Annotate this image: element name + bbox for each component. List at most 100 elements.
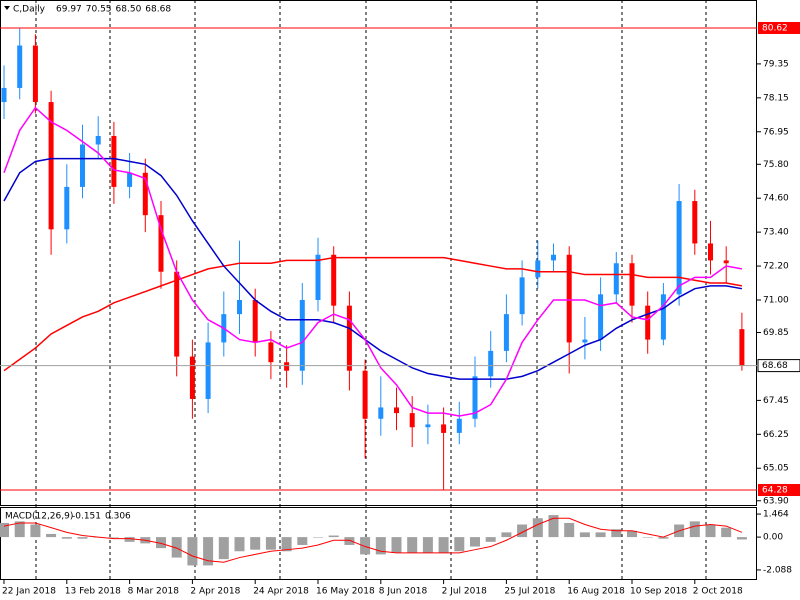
macd-bar: [705, 524, 716, 538]
y-tick-label: 78.15: [763, 93, 789, 103]
candle-body: [111, 136, 117, 187]
candle-body: [692, 201, 698, 244]
candle-body: [237, 300, 242, 315]
x-tick-label: 16 Aug 2018: [567, 587, 625, 597]
candle-body: [456, 418, 462, 433]
candle-body: [598, 294, 604, 340]
y-tick-label: 65.05: [763, 464, 789, 474]
macd-title: MACD(12,26,9): [5, 512, 73, 522]
y-tick-label: 75.80: [763, 160, 789, 170]
macd-bar: [46, 533, 57, 538]
moving-average: [3, 106, 743, 417]
macd-bar: [218, 537, 229, 560]
candle-body: [582, 339, 588, 343]
macd-bar: [611, 529, 622, 538]
x-tick-label: 2 Oct 2018: [693, 587, 743, 597]
candle-body: [503, 314, 509, 351]
macd-bar: [14, 521, 25, 538]
macd-bar: [595, 532, 606, 538]
macd-bar: [344, 537, 355, 545]
macd-bar: [658, 537, 669, 539]
macd-bar: [281, 537, 292, 552]
candle-body: [95, 136, 101, 145]
y-tick-label: 67.45: [763, 396, 789, 406]
candle-body: [142, 172, 148, 216]
macd-bar: [171, 537, 182, 558]
macd-signal-line: [3, 517, 743, 563]
candle-body: [346, 305, 352, 371]
candle-body: [362, 370, 368, 419]
macd-bar: [564, 522, 575, 538]
y-tick-label: 79.35: [763, 59, 789, 69]
candle-body: [629, 263, 635, 306]
macd-bar: [532, 518, 543, 538]
candle-body: [32, 45, 38, 103]
current-price-label: 68.68: [762, 361, 788, 371]
candle-body: [472, 376, 478, 419]
x-tick-label: 2 Apr 2018: [190, 587, 240, 597]
macd-bar: [265, 537, 276, 550]
x-tick-label: 24 Apr 2018: [253, 587, 309, 597]
main-pane-border: [0, 0, 757, 506]
level-label: 80.62: [762, 23, 788, 33]
y-tick-label: 63.90: [763, 496, 789, 506]
moving-average: [3, 157, 743, 380]
macd-bar: [422, 537, 433, 553]
macd-bar: [61, 537, 72, 539]
macd-bar: [736, 537, 747, 540]
candle-body: [284, 362, 290, 371]
x-tick-label: 16 May 2018: [316, 587, 375, 597]
macd-bar: [156, 537, 166, 549]
candle-body: [331, 254, 337, 306]
y-tick-label: 73.40: [763, 228, 789, 238]
macd-bar: [454, 537, 465, 552]
macd-bar: [485, 537, 496, 542]
candle-body: [315, 254, 321, 301]
macd-bar: [391, 537, 402, 553]
header-value: 70.55: [86, 5, 112, 15]
x-tick-label: 2 Jul 2018: [442, 587, 487, 597]
level-label: 64.28: [762, 486, 788, 496]
candle-body: [205, 342, 211, 399]
y-tick-label: 74.60: [763, 194, 789, 204]
menu-triangle[interactable]: [4, 6, 10, 10]
y-tick-label: 76.95: [763, 127, 789, 137]
y-tick-label: 71.00: [763, 296, 789, 306]
y-tick-label: -2.088: [763, 565, 792, 575]
candle-body: [394, 407, 399, 414]
macd-bar: [313, 537, 323, 538]
x-tick-label: 10 Sep 2018: [630, 587, 687, 597]
macd-bar: [548, 515, 559, 538]
y-tick-label: 72.20: [763, 262, 789, 272]
candle-body: [409, 413, 415, 428]
macd-bar: [77, 537, 88, 539]
macd-bar: [689, 521, 700, 538]
macd-bar: [642, 537, 653, 538]
y-tick-label: 0.00: [763, 533, 783, 543]
header-value: 68.68: [145, 5, 171, 15]
macd-bar: [517, 524, 528, 538]
macd-bar: [721, 527, 732, 538]
macd-bar: [438, 537, 449, 553]
candle-body: [676, 201, 682, 295]
x-tick-label: 8 Mar 2018: [128, 587, 180, 597]
candle-body: [64, 186, 70, 230]
macd-bar: [470, 537, 480, 547]
macd-bar: [627, 530, 637, 538]
macd-bar: [407, 537, 418, 553]
candle-body: [441, 424, 447, 433]
candle-body: [660, 294, 666, 340]
macd-bar: [0, 522, 9, 538]
candle-body: [425, 424, 431, 428]
y-tick-label: 69.85: [763, 328, 789, 338]
macd-signal-value: 0.306: [105, 512, 131, 522]
y-tick-label: 66.25: [763, 430, 789, 440]
candle-body: [189, 356, 195, 399]
macd-pane-border: [0, 507, 757, 580]
macd-bar: [203, 537, 214, 566]
candle-body: [739, 329, 745, 366]
candle-body: [1, 87, 7, 103]
current-price-box: [757, 359, 800, 373]
